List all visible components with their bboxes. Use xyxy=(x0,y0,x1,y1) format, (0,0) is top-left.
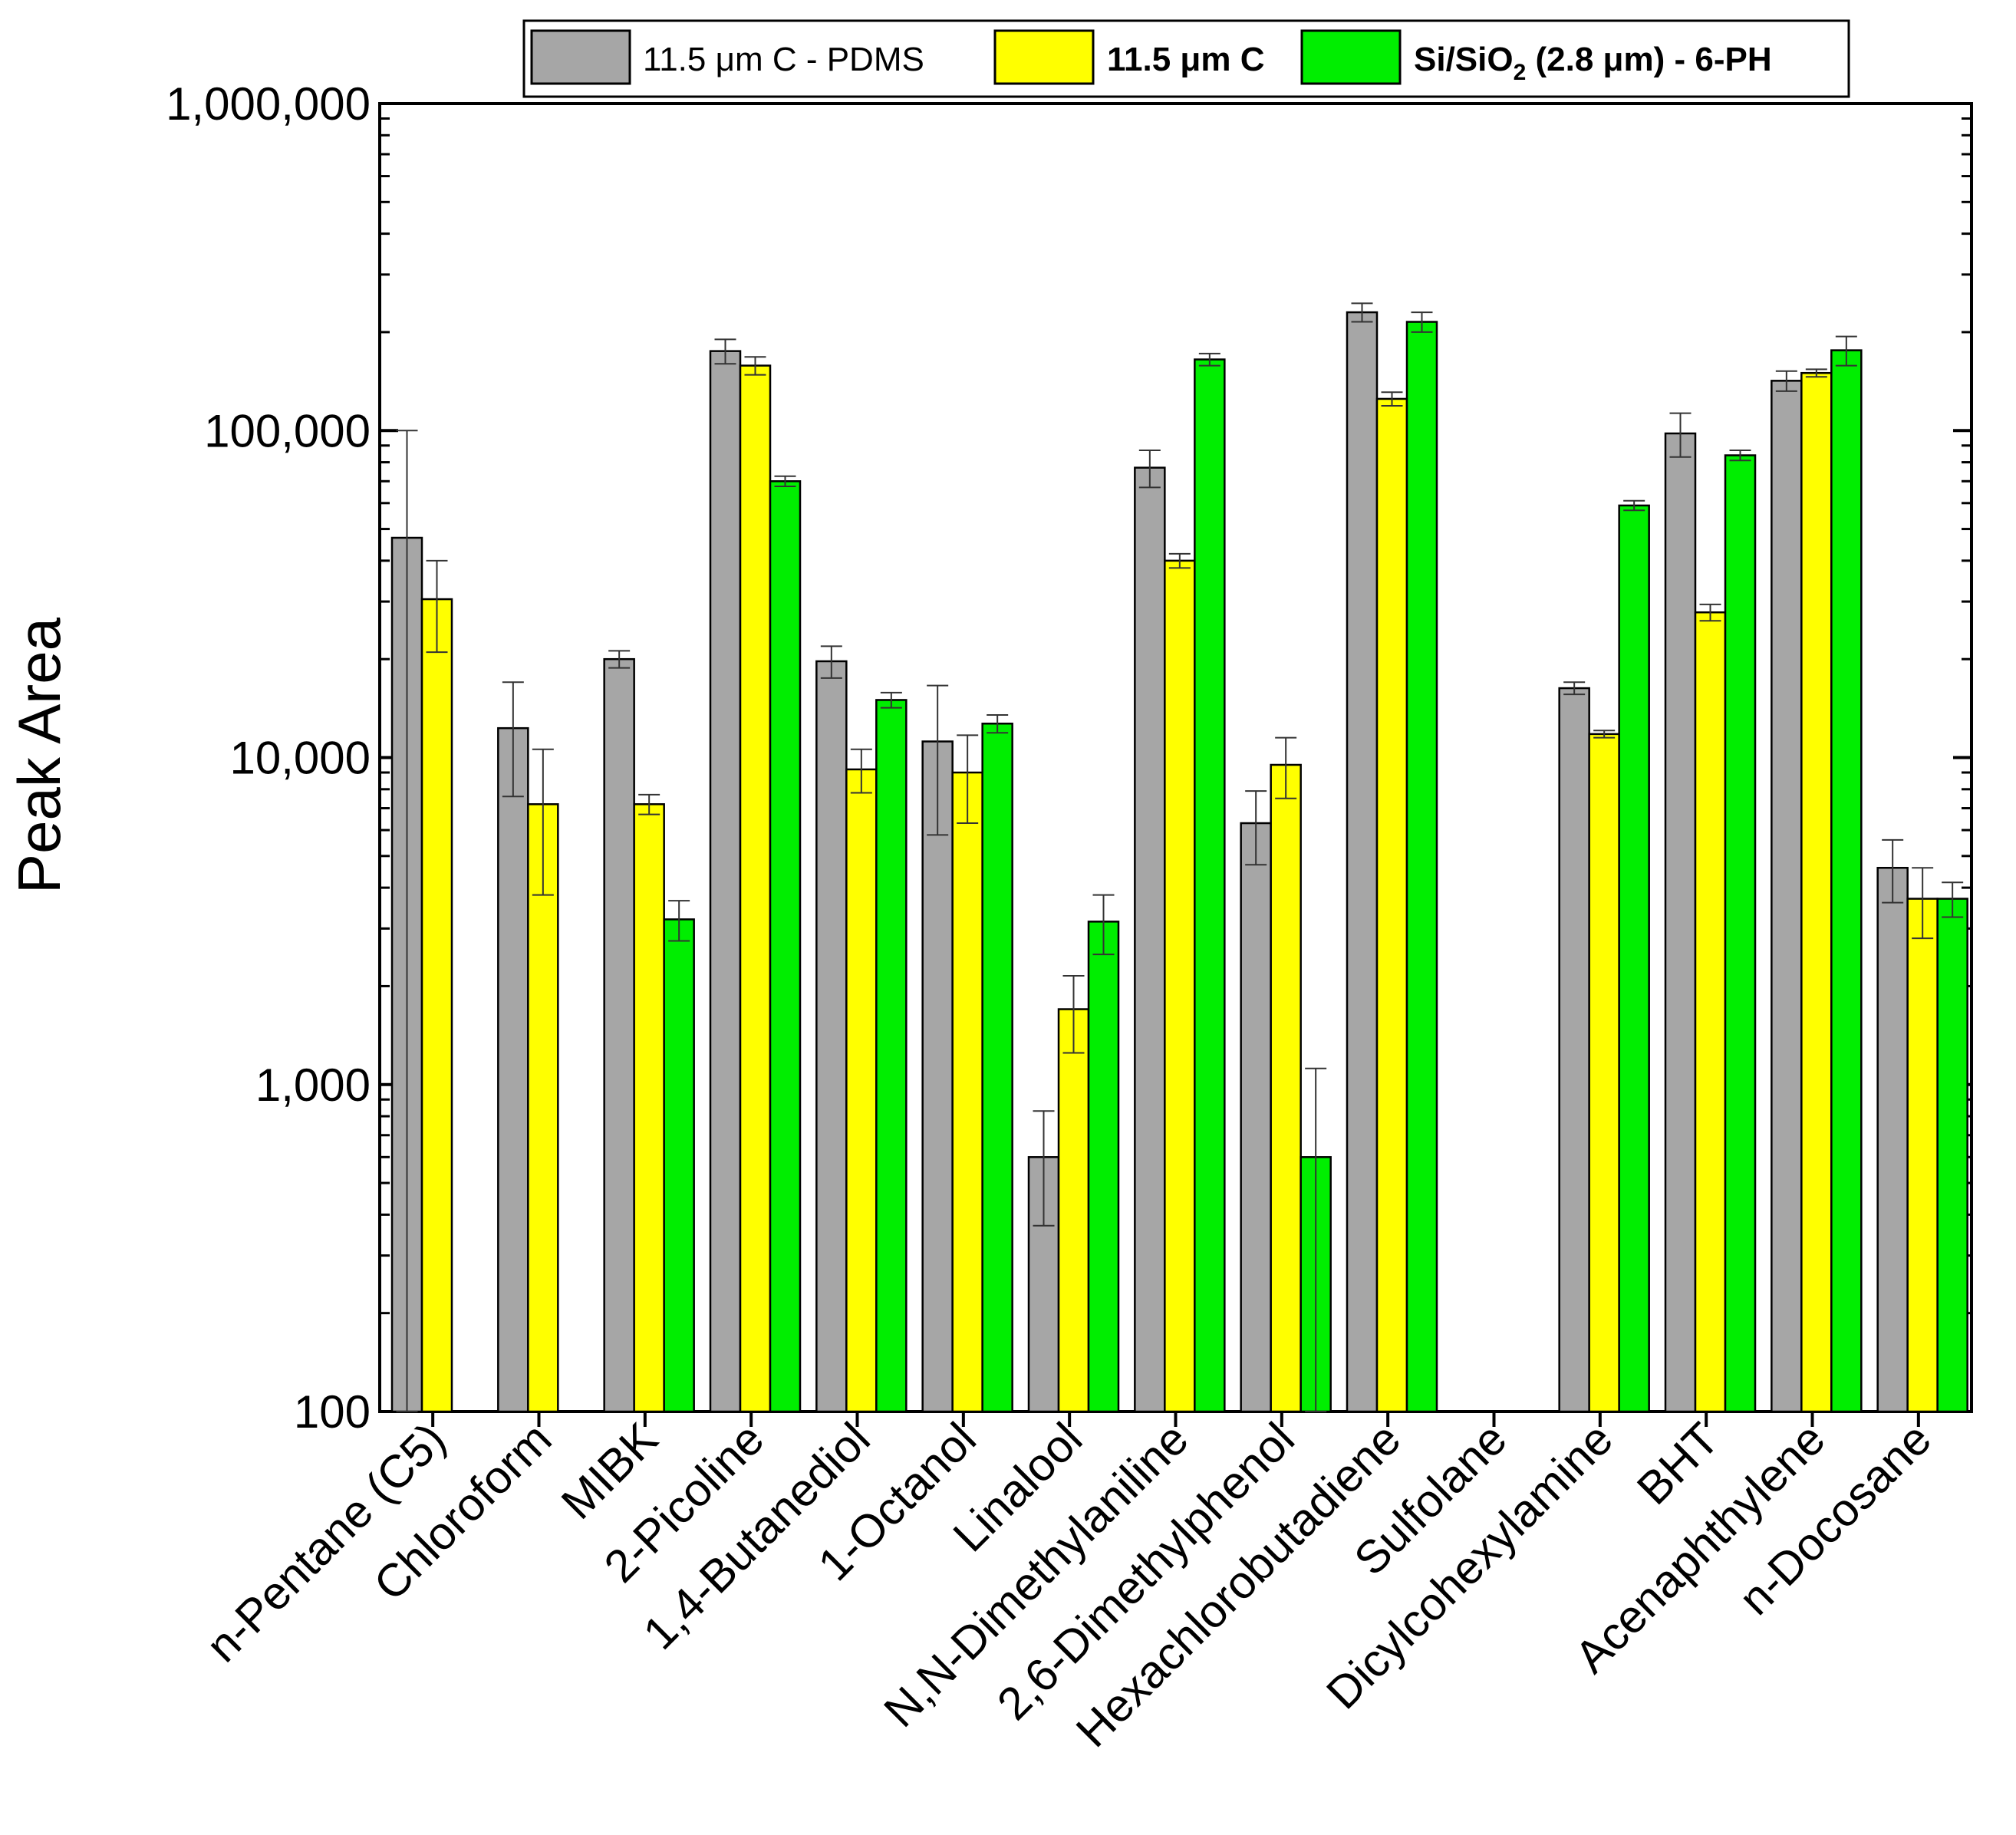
bar xyxy=(1164,559,1196,1413)
bar xyxy=(1830,349,1863,1413)
bar xyxy=(1876,866,1909,1413)
bar xyxy=(1240,822,1272,1413)
error-bars xyxy=(396,302,1964,1412)
bar xyxy=(815,660,848,1413)
bar xyxy=(1906,898,1939,1413)
bar xyxy=(951,771,983,1413)
bar xyxy=(1134,466,1166,1413)
bar xyxy=(1618,504,1650,1413)
legend-box xyxy=(522,19,1850,98)
bar xyxy=(1087,921,1120,1413)
bar xyxy=(663,918,695,1413)
bar xyxy=(739,364,772,1413)
legend-label-pdms: 11.5 μm C - PDMS xyxy=(643,41,924,78)
bar xyxy=(1588,733,1620,1413)
bar xyxy=(1375,397,1408,1413)
x-ticks xyxy=(431,1412,1920,1427)
bar xyxy=(1405,321,1438,1413)
bar-marks xyxy=(390,311,1968,1413)
bar xyxy=(1936,898,1968,1413)
bar xyxy=(1694,611,1727,1413)
bar xyxy=(1270,763,1302,1413)
bar xyxy=(527,803,559,1413)
legend-swatch-carbon xyxy=(993,29,1095,85)
bar xyxy=(845,768,878,1413)
bar xyxy=(1194,358,1226,1413)
bar xyxy=(1771,380,1803,1413)
bar xyxy=(497,726,529,1413)
bar xyxy=(921,740,954,1413)
bar xyxy=(981,723,1013,1413)
bar xyxy=(633,803,665,1413)
y-tick-label: 1,000,000 xyxy=(166,78,371,130)
bar xyxy=(1800,371,1833,1413)
y-tick-label: 100,000 xyxy=(204,405,371,456)
legend-label-carbon: 11.5 μm C xyxy=(1107,41,1264,78)
bar xyxy=(709,350,742,1413)
y-axis-title: Peak Area xyxy=(5,617,73,894)
bar xyxy=(1664,432,1697,1413)
y-tick-label: 100 xyxy=(294,1386,371,1438)
bar xyxy=(1346,311,1379,1413)
bar xyxy=(875,699,908,1413)
y-tick-label: 10,000 xyxy=(229,733,371,784)
legend: 11.5 μm C - PDMS 11.5 μm C Si/SiO2 (2.8 … xyxy=(522,19,1850,98)
bar xyxy=(1724,454,1757,1413)
legend-label-sio2: Si/SiO2 (2.8 μm) - 6-PH xyxy=(1414,41,1772,85)
y-tick-label: 1,000 xyxy=(255,1059,371,1111)
legend-swatch-pdms xyxy=(530,29,631,85)
bar xyxy=(769,480,802,1413)
bar xyxy=(420,598,453,1413)
bar xyxy=(1558,687,1590,1413)
bar xyxy=(603,657,635,1413)
legend-swatch-sio2 xyxy=(1300,29,1402,85)
y-tick-labels: 100 1,000 10,000 100,000 1,000,000 xyxy=(166,78,371,1438)
bar xyxy=(1057,1008,1090,1413)
